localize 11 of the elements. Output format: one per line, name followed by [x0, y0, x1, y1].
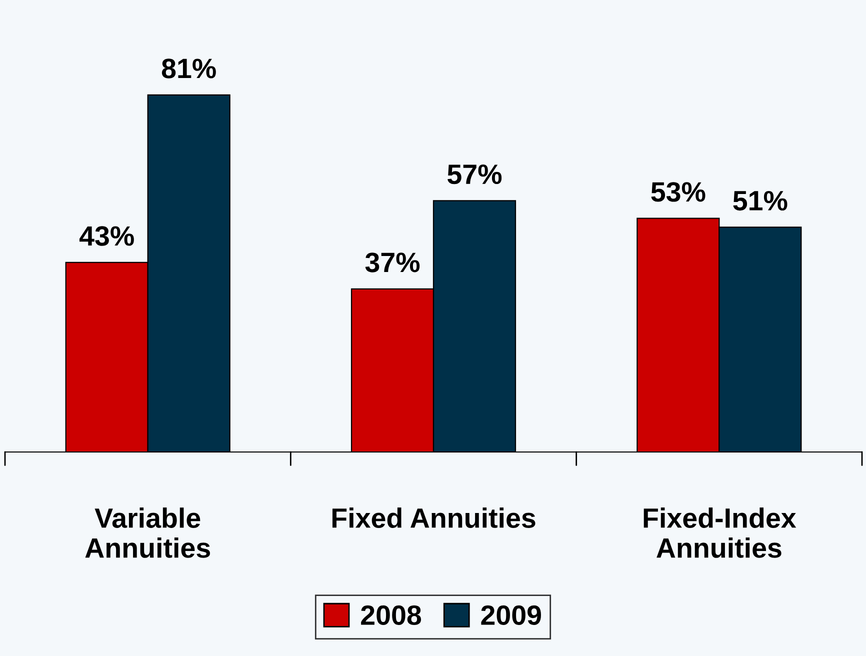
legend-label: 2009 — [481, 605, 541, 626]
data-label: 57% — [448, 164, 502, 184]
data-label: 43% — [79, 226, 134, 246]
data-label: 81% — [162, 58, 216, 78]
x-tick-label: Fixed-Index Annuities — [644, 508, 796, 558]
legend-label: 2008 — [361, 605, 422, 626]
data-label: 37% — [365, 252, 420, 272]
data-label: 51% — [733, 190, 788, 211]
x-tick-label: Variable Annuities — [85, 508, 210, 558]
x-tick-label: Fixed Annuities — [332, 508, 536, 528]
data-label: 53% — [651, 182, 706, 202]
